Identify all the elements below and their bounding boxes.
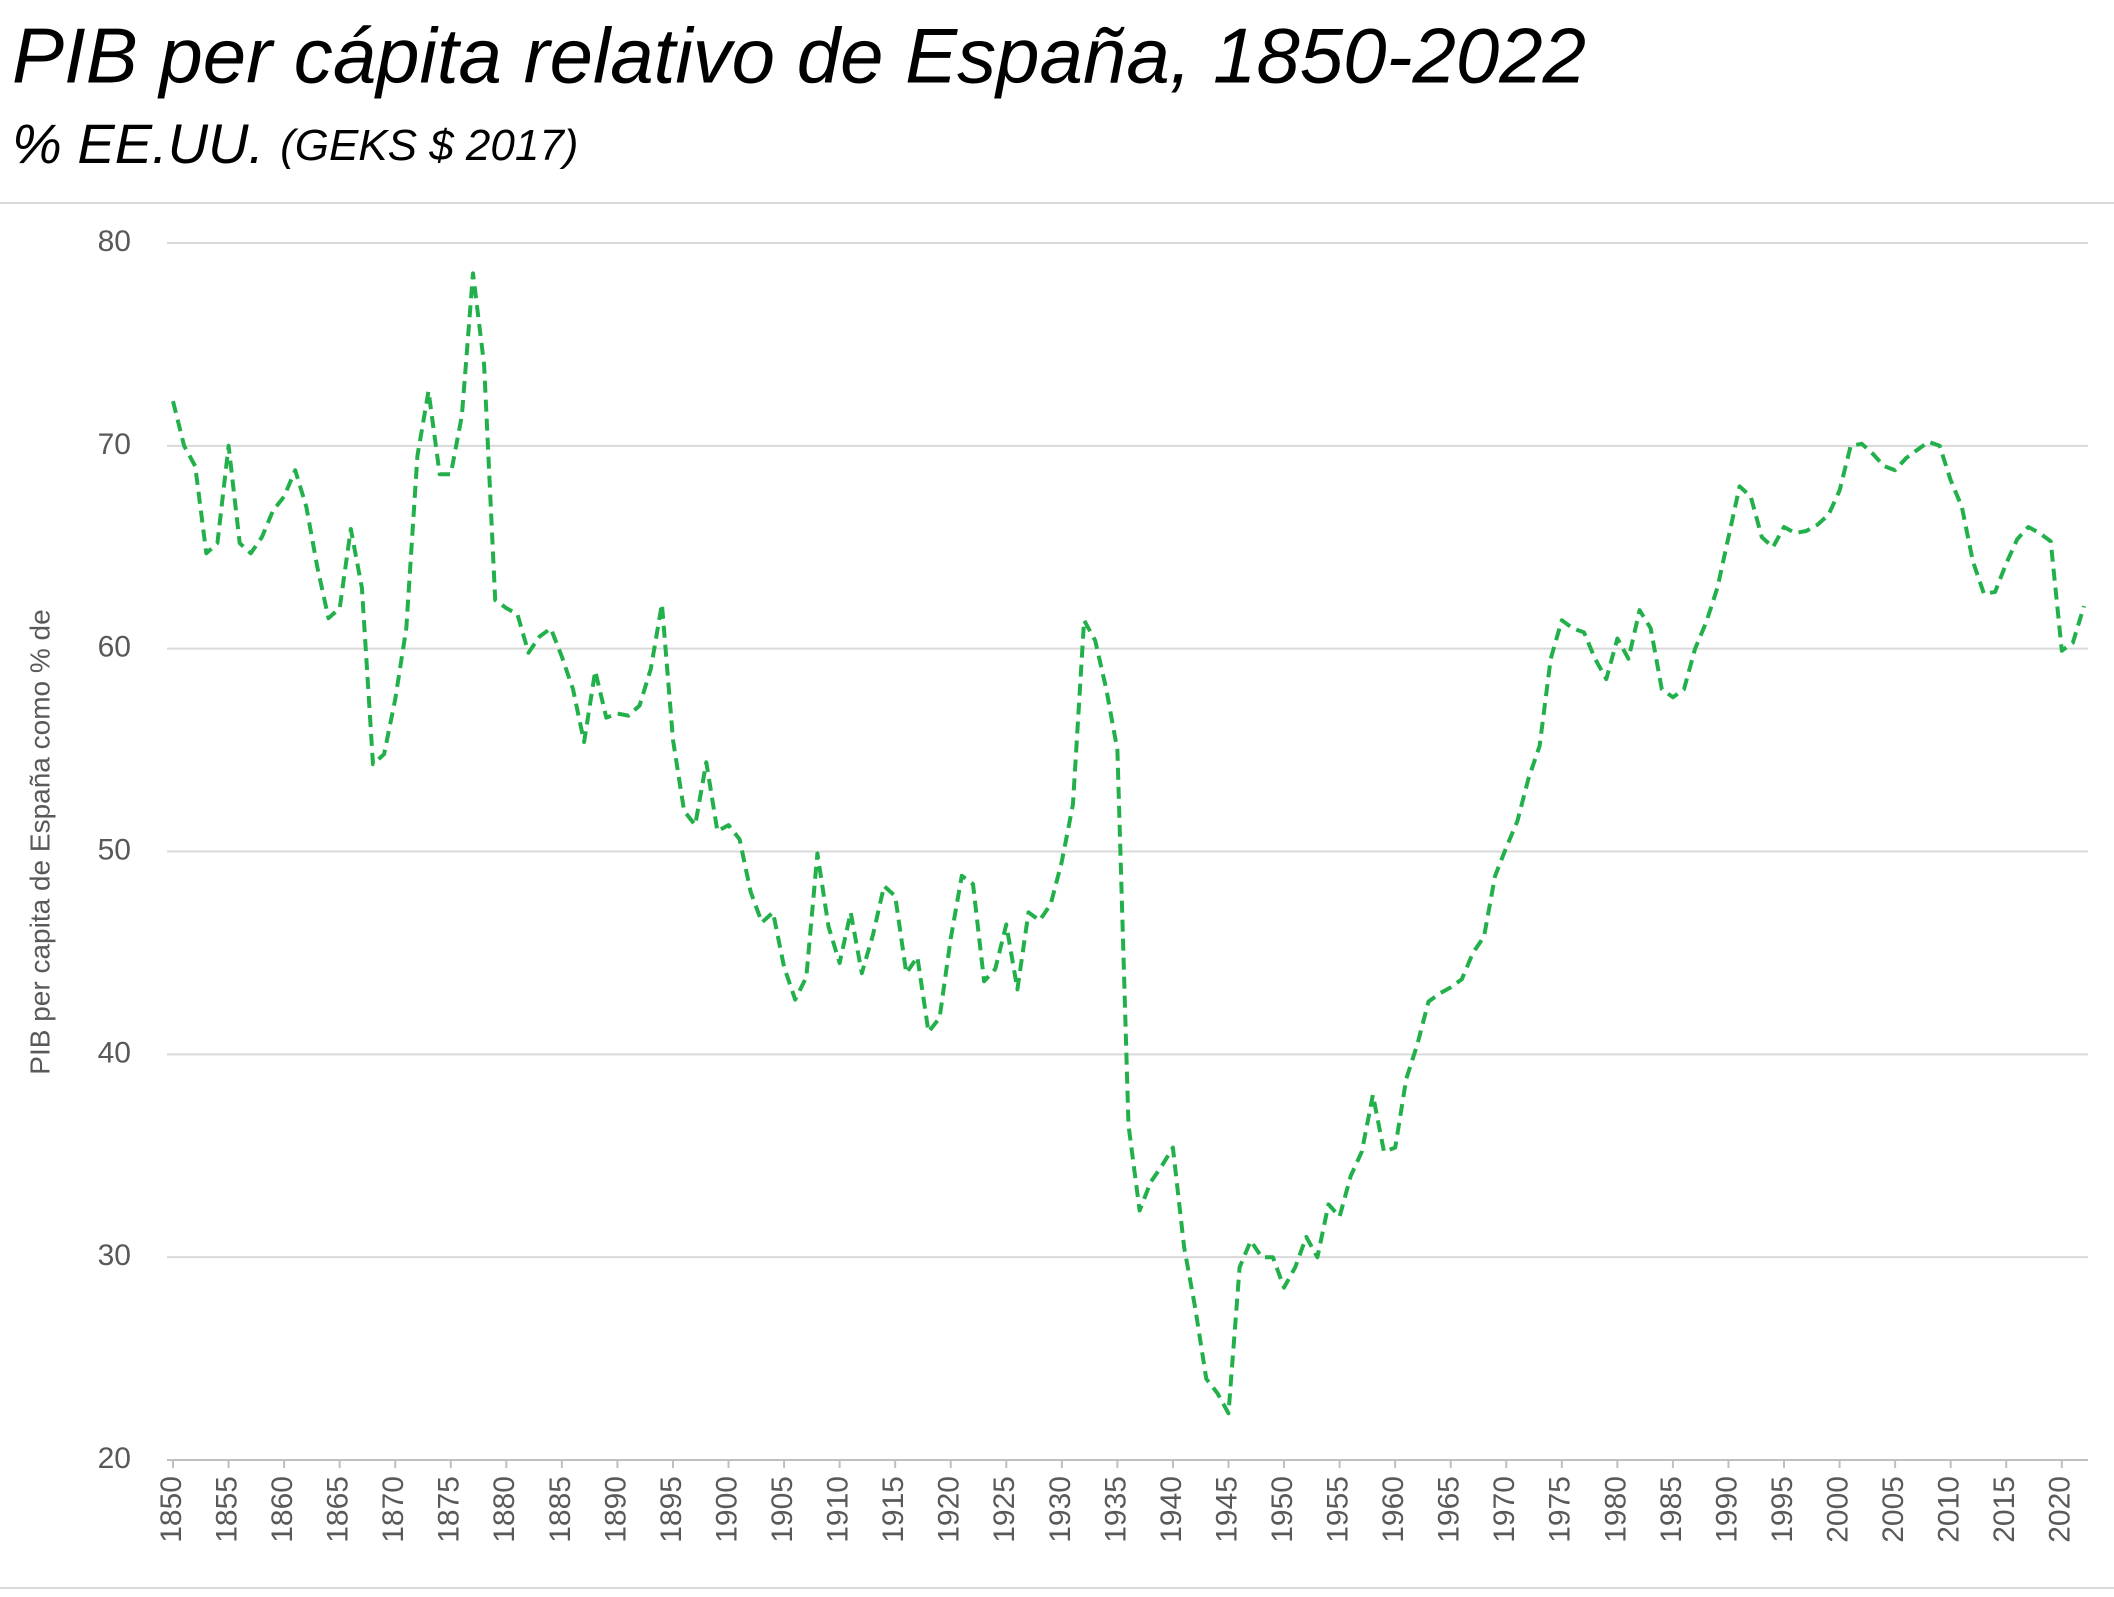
x-tick-label: 1895 bbox=[655, 1476, 688, 1543]
x-tick-label: 1925 bbox=[988, 1476, 1021, 1543]
x-tick-label: 1850 bbox=[155, 1476, 188, 1543]
chart-subtitle: % EE.UU. (GEKS $ 2017) bbox=[12, 112, 578, 175]
x-tick-label: 1955 bbox=[1322, 1476, 1355, 1543]
x-tick-label: 1945 bbox=[1210, 1476, 1243, 1543]
data-line bbox=[171, 271, 2086, 1416]
x-tick-label: 1970 bbox=[1488, 1476, 1521, 1543]
x-tick-label: 1890 bbox=[599, 1476, 632, 1543]
x-tick-label: 1860 bbox=[266, 1476, 299, 1543]
x-tick-label: 2005 bbox=[1877, 1476, 1910, 1543]
x-tick-label: 1980 bbox=[1599, 1476, 1632, 1543]
y-tick-label: 70 bbox=[98, 428, 131, 461]
x-tick-label: 1875 bbox=[433, 1476, 466, 1543]
x-tick-label: 1885 bbox=[544, 1476, 577, 1543]
subtitle-main: % EE.UU. bbox=[12, 112, 264, 175]
x-tick-label: 1985 bbox=[1655, 1476, 1688, 1543]
x-tick-label: 2020 bbox=[2044, 1476, 2077, 1543]
x-tick-label: 2010 bbox=[1933, 1476, 1966, 1543]
y-tick-label: 50 bbox=[98, 833, 131, 866]
y-tick-label: 80 bbox=[98, 225, 131, 258]
x-tick-label: 1870 bbox=[377, 1476, 410, 1543]
x-tick-label: 1995 bbox=[1766, 1476, 1799, 1543]
x-tick-label: 1920 bbox=[933, 1476, 966, 1543]
x-tick-label: 1990 bbox=[1710, 1476, 1743, 1543]
subtitle-note: (GEKS $ 2017) bbox=[280, 121, 578, 170]
y-tick-label: 30 bbox=[98, 1239, 131, 1272]
x-tick-label: 1935 bbox=[1099, 1476, 1132, 1543]
x-tick-label: 1950 bbox=[1266, 1476, 1299, 1543]
x-tick-label: 1865 bbox=[322, 1476, 355, 1543]
y-tick-label: 20 bbox=[98, 1442, 131, 1475]
x-tick-label: 2000 bbox=[1821, 1476, 1854, 1543]
y-tick-label: 60 bbox=[98, 631, 131, 664]
x-tick-label: 2015 bbox=[1988, 1476, 2021, 1543]
y-axis-label: PIB per capita de España como % de bbox=[24, 609, 55, 1074]
x-tick-label: 1965 bbox=[1433, 1476, 1466, 1543]
x-tick-label: 1900 bbox=[710, 1476, 743, 1543]
x-tick-label: 1960 bbox=[1377, 1476, 1410, 1543]
x-tick-label: 1880 bbox=[488, 1476, 521, 1543]
x-tick-label: 1855 bbox=[210, 1476, 243, 1543]
x-tick-label: 1915 bbox=[877, 1476, 910, 1543]
x-tick-label: 1905 bbox=[766, 1476, 799, 1543]
x-tick-label: 1940 bbox=[1155, 1476, 1188, 1543]
y-tick-label: 40 bbox=[98, 1036, 131, 1069]
chart-title: PIB per cápita relativo de España, 1850-… bbox=[12, 12, 1586, 100]
x-tick-label: 1975 bbox=[1544, 1476, 1577, 1543]
x-tick-label: 1930 bbox=[1044, 1476, 1077, 1543]
x-tick-label: 1910 bbox=[822, 1476, 855, 1543]
